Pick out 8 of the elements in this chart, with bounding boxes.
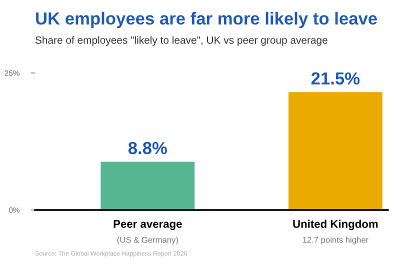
x-tick-label: Peer average (114, 220, 182, 230)
text: 12.7 points higher (302, 236, 368, 244)
chart-title: UK employees are far more likely to leave (36, 12, 377, 28)
text: (US & Germany) (117, 236, 178, 244)
x-tick-label: United Kingdom (293, 220, 378, 230)
data-label: 8.8% (128, 142, 167, 154)
data-label: 21.5% (311, 72, 360, 85)
chart-subtitle: Share of employees "likely to leave", UK vs peer group average (35, 36, 328, 46)
